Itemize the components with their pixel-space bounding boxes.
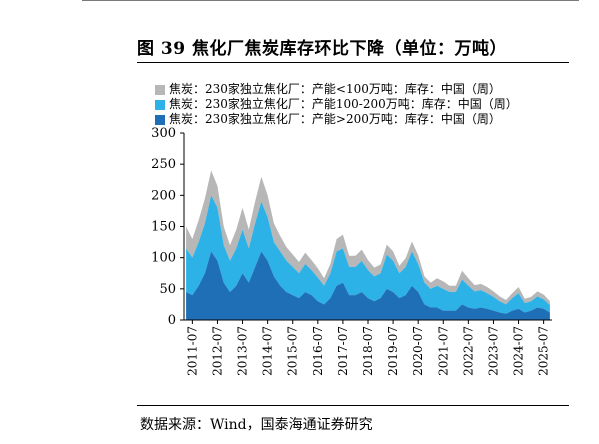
legend-label-large: 焦炭：230家独立焦化厂：产能>200万吨：库存：中国（周） (169, 112, 501, 126)
x-tick-label-2024-07: 2024-07 (512, 326, 526, 376)
x-tick-label-2018-07: 2018-07 (361, 326, 375, 376)
y-tick-label-200: 200 (151, 188, 176, 203)
area-series-1 (186, 195, 550, 314)
x-tick-label-2017-07: 2017-07 (336, 326, 350, 376)
legend-item-small: 焦炭：230家独立焦化厂：产能<100万吨：库存：中国（周） (155, 82, 518, 97)
area-series-0 (186, 251, 550, 320)
y-tick-label-0: 0 (168, 313, 176, 328)
x-tick-label-2014-07: 2014-07 (261, 326, 275, 376)
x-tick-label-2021-07: 2021-07 (436, 326, 450, 376)
x-tick-label-2023-07: 2023-07 (486, 326, 500, 376)
source-rule (137, 405, 569, 406)
x-tick-label-2020-07: 2020-07 (411, 326, 425, 376)
legend-label-medium: 焦炭：230家独立焦化厂：产能100-200万吨：库存：中国（周） (169, 97, 518, 111)
legend-item-medium: 焦炭：230家独立焦化厂：产能100-200万吨：库存：中国（周） (155, 97, 518, 112)
x-tick-label-2019-07: 2019-07 (386, 326, 400, 376)
y-tick-label-50: 50 (159, 282, 176, 297)
x-tick-label-2015-07: 2015-07 (286, 326, 300, 376)
legend-item-large: 焦炭：230家独立焦化厂：产能>200万吨：库存：中国（周） (155, 112, 518, 127)
legend-swatch-large (155, 114, 165, 125)
figure-source: 数据来源：Wind，国泰海通证券研究 (140, 417, 373, 433)
chart-legend: 焦炭：230家独立焦化厂：产能<100万吨：库存：中国（周） 焦炭：230家独立… (155, 82, 518, 127)
legend-swatch-medium (155, 99, 165, 110)
figure-title: 图 39 焦化厂焦炭库存环比下降（单位：万吨） (137, 39, 507, 59)
y-tick-label-250: 250 (151, 157, 176, 172)
y-tick-label-150: 150 (151, 220, 176, 235)
x-tick-label-2025-07: 2025-07 (537, 326, 551, 376)
x-tick-label-2013-07: 2013-07 (236, 326, 250, 376)
top-rule (82, 0, 579, 1)
legend-swatch-small (155, 84, 165, 95)
title-rule (137, 62, 569, 63)
x-tick-label-2011-07: 2011-07 (185, 326, 199, 376)
x-tick-label-2012-07: 2012-07 (210, 326, 224, 376)
x-tick-label-2022-07: 2022-07 (461, 326, 475, 376)
y-tick-label-100: 100 (151, 251, 176, 266)
y-tick-label-300: 300 (151, 126, 176, 141)
legend-label-small: 焦炭：230家独立焦化厂：产能<100万吨：库存：中国（周） (169, 82, 501, 96)
x-tick-label-2016-07: 2016-07 (311, 326, 325, 376)
